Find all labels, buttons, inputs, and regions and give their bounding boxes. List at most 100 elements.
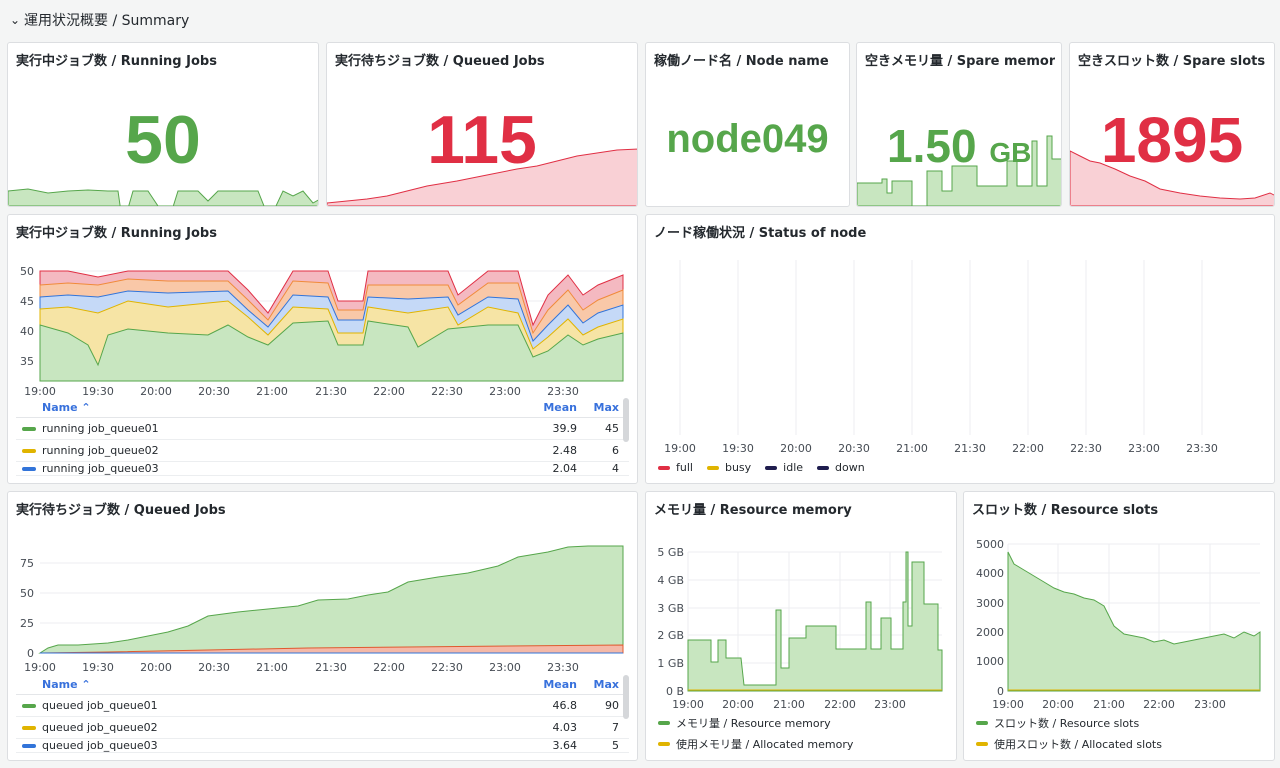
sort-by-name-button[interactable]: Name ⌃ bbox=[42, 401, 91, 414]
x-tick: 22:00 bbox=[1012, 442, 1044, 455]
x-tick: 20:30 bbox=[198, 661, 230, 674]
sort-by-max-button[interactable]: Max bbox=[593, 678, 619, 691]
legend-item-allocated-slots[interactable]: 使用スロット数 / Allocated slots bbox=[976, 733, 1162, 754]
sort-by-name-button[interactable]: Name ⌃ bbox=[42, 678, 91, 691]
series-area-queue01 bbox=[38, 545, 624, 654]
stat-panel-running-jobs[interactable]: 実行中ジョブ数 / Running Jobs 50 bbox=[7, 42, 319, 207]
legend-item-busy[interactable]: busy bbox=[706, 461, 751, 474]
sparkline-slots bbox=[1070, 150, 1274, 206]
stat-panel-queued-jobs[interactable]: 実行待ちジョブ数 / Queued Jobs 115 bbox=[326, 42, 638, 207]
series-area-queue-others bbox=[39, 644, 624, 654]
legend-item-idle[interactable]: idle bbox=[765, 461, 803, 474]
timeseries-panel-resource-slots[interactable]: スロット数 / Resource slots 5000 4000 3000 20… bbox=[963, 491, 1275, 761]
x-tick: 19:00 bbox=[672, 698, 704, 711]
legend-item-down[interactable]: down bbox=[817, 461, 865, 474]
panel-title: 稼働ノード名 / Node name bbox=[654, 54, 829, 69]
y-tick: 75 bbox=[20, 557, 34, 570]
panel-title: メモリ量 / Resource memory bbox=[654, 503, 852, 518]
x-tick: 19:30 bbox=[722, 442, 754, 455]
y-tick: 1 GB bbox=[657, 657, 684, 670]
node-status-chart: 19:00 19:30 20:00 20:30 21:00 21:30 22:0… bbox=[664, 260, 1218, 455]
y-tick: 35 bbox=[20, 355, 34, 368]
legend-table-queued: Name ⌃ Mean Max queued job_queue01 46.8 … bbox=[16, 675, 629, 753]
sort-by-max-button[interactable]: Max bbox=[593, 401, 619, 414]
timeseries-panel-running-jobs[interactable]: 実行中ジョブ数 / Running Jobs 50 45 40 35 19:00… bbox=[7, 214, 638, 484]
legend-memory: メモリ量 / Resource memory 使用メモリ量 / Allocate… bbox=[658, 712, 853, 754]
sparkline-queued bbox=[327, 148, 637, 206]
timeseries-panel-queued-jobs[interactable]: 実行待ちジョブ数 / Queued Jobs 75 50 25 0 19:00 … bbox=[7, 491, 638, 761]
x-tick: 22:30 bbox=[431, 661, 463, 674]
y-tick: 3 GB bbox=[657, 602, 684, 615]
y-tick: 0 bbox=[997, 685, 1004, 698]
x-tick: 23:00 bbox=[874, 698, 906, 711]
stat-value-running: 50 bbox=[125, 102, 201, 178]
panel-title: 実行中ジョブ数 / Running Jobs bbox=[16, 54, 217, 69]
x-tick: 20:00 bbox=[140, 661, 172, 674]
y-tick: 40 bbox=[20, 325, 34, 338]
legend-table-running: Name ⌃ Mean Max running job_queue01 39.9… bbox=[16, 398, 629, 476]
legend-row[interactable]: running job_queue03 2.04 4 bbox=[16, 462, 629, 476]
x-tick: 21:00 bbox=[256, 661, 288, 674]
y-tick: 2000 bbox=[976, 626, 1004, 639]
legend-scrollbar[interactable] bbox=[623, 398, 629, 442]
series-color-swatch bbox=[22, 725, 36, 730]
x-tick: 20:00 bbox=[1042, 698, 1074, 711]
y-tick: 4 GB bbox=[657, 574, 684, 587]
x-tick: 20:30 bbox=[838, 442, 870, 455]
x-tick: 22:00 bbox=[824, 698, 856, 711]
y-tick: 5000 bbox=[976, 538, 1004, 551]
running-chart: 50 45 40 35 19:00 19:30 20:00 20:30 21:0… bbox=[20, 265, 624, 398]
y-tick: 45 bbox=[20, 295, 34, 308]
legend-item-allocated-memory[interactable]: 使用メモリ量 / Allocated memory bbox=[658, 733, 853, 754]
legend-scrollbar[interactable] bbox=[623, 675, 629, 719]
sparkline-memory bbox=[857, 135, 1061, 206]
timeseries-panel-node-status[interactable]: ノード稼働状況 / Status of node 19:00 19:30 20:… bbox=[645, 214, 1275, 484]
stat-panel-node-name[interactable]: 稼働ノード名 / Node name node049 bbox=[645, 42, 850, 207]
panel-title: ノード稼働状況 / Status of node bbox=[654, 226, 867, 241]
legend-row[interactable]: running job_queue01 39.9 45 bbox=[16, 418, 629, 440]
x-tick: 19:00 bbox=[24, 661, 56, 674]
panel-title: 実行待ちジョブ数 / Queued Jobs bbox=[335, 54, 545, 69]
x-tick: 21:30 bbox=[315, 385, 347, 398]
x-tick: 20:00 bbox=[140, 385, 172, 398]
x-tick: 23:30 bbox=[547, 661, 579, 674]
timeseries-panel-resource-memory[interactable]: メモリ量 / Resource memory 5 GB 4 GB 3 GB 2 … bbox=[645, 491, 957, 761]
stat-panel-spare-memory[interactable]: 空きメモリ量 / Spare memory 1.50 GB bbox=[856, 42, 1062, 207]
stat-value-node: node049 bbox=[666, 117, 829, 161]
y-tick: 25 bbox=[20, 617, 34, 630]
legend-row[interactable]: queued job_queue02 4.03 7 bbox=[16, 717, 629, 739]
stat-value-memory: 1.50 GB bbox=[887, 120, 1032, 172]
sort-by-mean-button[interactable]: Mean bbox=[543, 401, 577, 414]
slots-chart: 5000 4000 3000 2000 1000 0 19:00 20:00 2… bbox=[976, 538, 1261, 711]
x-tick: 22:00 bbox=[373, 385, 405, 398]
row-header-summary[interactable]: ⌄ 運用状況概要 / Summary bbox=[10, 8, 189, 32]
legend-item-resource-memory[interactable]: メモリ量 / Resource memory bbox=[658, 712, 853, 733]
x-tick: 20:00 bbox=[780, 442, 812, 455]
legend-item-full[interactable]: full bbox=[658, 461, 693, 474]
x-tick: 22:30 bbox=[431, 385, 463, 398]
y-tick: 0 bbox=[27, 647, 34, 660]
legend-row[interactable]: queued job_queue01 46.8 90 bbox=[16, 695, 629, 717]
x-tick: 21:30 bbox=[315, 661, 347, 674]
series-area-resource-slots bbox=[1007, 551, 1261, 692]
chevron-down-icon: ⌄ bbox=[10, 13, 21, 27]
series-color-swatch bbox=[22, 703, 36, 708]
series-color-swatch bbox=[22, 448, 36, 453]
y-tick: 0 B bbox=[666, 685, 684, 698]
series-color-swatch bbox=[22, 744, 36, 748]
y-tick: 2 GB bbox=[657, 629, 684, 642]
panel-title: 実行待ちジョブ数 / Queued Jobs bbox=[16, 503, 226, 518]
panel-title: 空きスロット数 / Spare slots bbox=[1078, 54, 1266, 69]
legend-item-resource-slots[interactable]: スロット数 / Resource slots bbox=[976, 712, 1162, 733]
series-color-swatch bbox=[22, 467, 36, 471]
x-tick: 19:00 bbox=[992, 698, 1024, 711]
legend-row[interactable]: queued job_queue03 3.64 5 bbox=[16, 739, 629, 753]
y-tick: 5 GB bbox=[657, 546, 684, 559]
legend-slots: スロット数 / Resource slots 使用スロット数 / Allocat… bbox=[976, 712, 1162, 754]
stat-value-slots: 1895 bbox=[1100, 104, 1244, 176]
sort-by-mean-button[interactable]: Mean bbox=[543, 678, 577, 691]
x-tick: 19:30 bbox=[82, 661, 114, 674]
stat-panel-spare-slots[interactable]: 空きスロット数 / Spare slots 1895 bbox=[1069, 42, 1275, 207]
legend-row[interactable]: running job_queue02 2.48 6 bbox=[16, 440, 629, 462]
queued-chart: 75 50 25 0 19:00 19:30 20:00 20:30 21:00… bbox=[20, 545, 624, 674]
